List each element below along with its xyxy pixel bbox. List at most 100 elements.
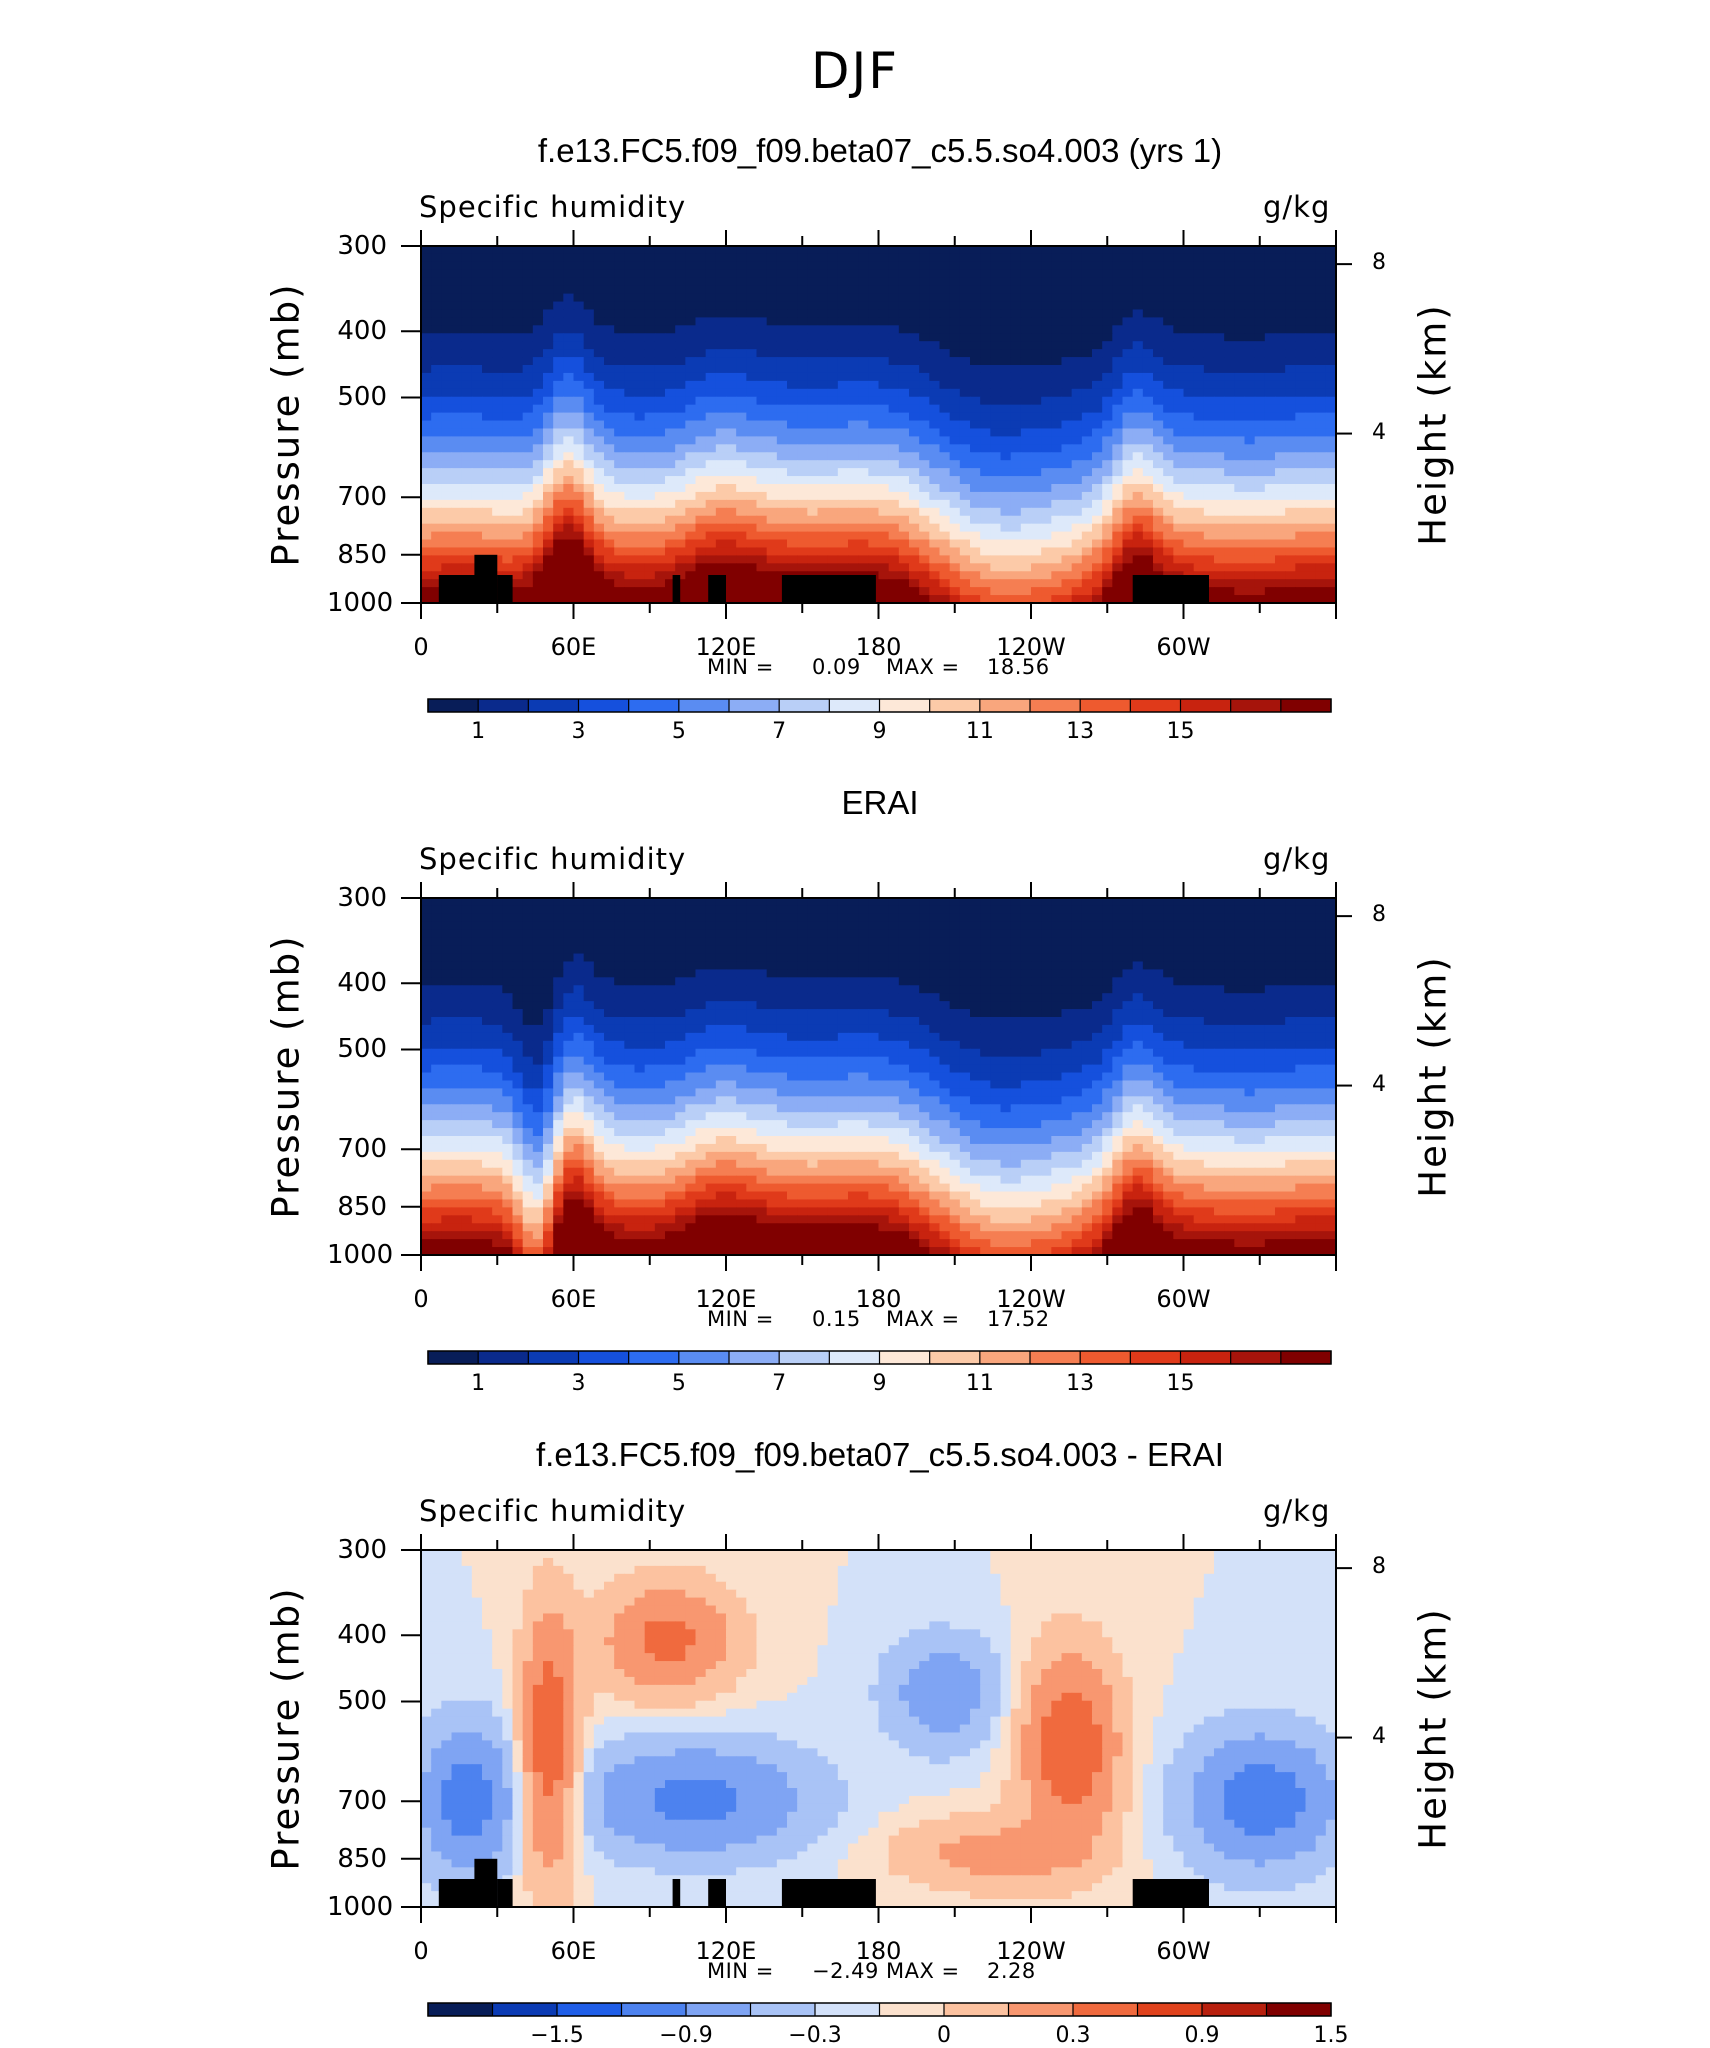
field-cell xyxy=(624,961,635,970)
field-cell xyxy=(919,571,930,580)
field-cell xyxy=(431,309,442,318)
field-cell xyxy=(960,540,971,549)
field-cell xyxy=(929,938,940,947)
field-cell xyxy=(1234,365,1245,374)
field-cell xyxy=(635,444,646,453)
field-cell xyxy=(655,262,666,271)
field-cell xyxy=(1285,294,1296,303)
field-cell xyxy=(1102,405,1113,414)
field-cell xyxy=(523,294,534,303)
field-cell xyxy=(767,452,778,461)
field-cell xyxy=(1306,954,1317,963)
field-cell xyxy=(889,898,900,907)
field-cell xyxy=(645,922,656,931)
field-cell xyxy=(696,341,707,350)
field-cell xyxy=(1234,428,1245,437)
field-cell xyxy=(584,246,595,255)
field-cell xyxy=(624,460,635,469)
field-cell xyxy=(1041,428,1052,437)
field-cell xyxy=(685,341,696,350)
field-cell xyxy=(868,540,879,549)
field-cell xyxy=(543,969,554,978)
field-cell xyxy=(838,547,849,556)
field-cell xyxy=(990,428,1001,437)
field-cell xyxy=(482,413,493,422)
field-cell xyxy=(797,349,808,358)
field-cell xyxy=(563,389,574,398)
field-cell xyxy=(452,476,463,485)
field-cell xyxy=(543,421,554,430)
field-cell xyxy=(736,444,747,453)
field-cell xyxy=(787,547,798,556)
field-cell xyxy=(1234,492,1245,501)
field-cell xyxy=(899,373,910,382)
field-cell xyxy=(553,961,564,970)
field-cell xyxy=(1275,524,1286,533)
field-cell xyxy=(1123,508,1134,517)
field-cell xyxy=(868,397,879,406)
field-cell xyxy=(543,381,554,390)
field-cell xyxy=(940,405,951,414)
field-cell xyxy=(635,476,646,485)
field-cell xyxy=(462,946,473,955)
field-cell xyxy=(940,286,951,295)
field-cell xyxy=(858,563,869,572)
field-cell xyxy=(787,508,798,517)
field-cell xyxy=(970,524,981,533)
field-cell xyxy=(1214,571,1225,580)
field-cell xyxy=(502,294,513,303)
field-cell xyxy=(502,302,513,311)
field-cell xyxy=(1173,524,1184,533)
field-cell xyxy=(899,270,910,279)
field-cell xyxy=(980,294,991,303)
field-cell xyxy=(513,571,524,580)
field-cell xyxy=(472,946,483,955)
field-cell xyxy=(604,930,615,939)
field-cell xyxy=(777,349,788,358)
field-cell xyxy=(1051,254,1062,263)
field-cell xyxy=(1204,365,1215,374)
field-cell xyxy=(513,906,524,915)
topography-mask xyxy=(673,575,681,603)
field-cell xyxy=(919,524,930,533)
field-cell xyxy=(990,555,1001,564)
field-cell xyxy=(899,246,910,255)
field-cell xyxy=(919,468,930,477)
field-cell xyxy=(1001,500,1012,509)
field-cell xyxy=(1031,468,1042,477)
field-cell xyxy=(502,508,513,517)
field-cell xyxy=(970,405,981,414)
field-cell xyxy=(1306,898,1317,907)
field-cell xyxy=(858,914,869,923)
field-cell xyxy=(1082,405,1093,414)
field-cell xyxy=(1326,444,1337,453)
field-cell xyxy=(706,547,717,556)
field-cell xyxy=(1102,278,1113,287)
field-cell xyxy=(1204,524,1215,533)
field-cell xyxy=(1072,444,1083,453)
field-cell xyxy=(1255,938,1266,947)
field-cell xyxy=(655,508,666,517)
field-cell xyxy=(736,516,747,525)
field-cell xyxy=(960,571,971,580)
field-cell xyxy=(1153,286,1164,295)
field-cell xyxy=(1031,286,1042,295)
field-cell xyxy=(1184,397,1195,406)
field-cell xyxy=(960,333,971,342)
field-cell xyxy=(1112,532,1123,541)
field-cell xyxy=(960,930,971,939)
field-cell xyxy=(431,405,442,414)
field-cell xyxy=(1326,341,1337,350)
field-cell xyxy=(1173,325,1184,334)
field-cell xyxy=(1062,954,1073,963)
field-cell xyxy=(655,922,666,931)
field-cell xyxy=(441,516,452,525)
field-cell xyxy=(929,428,940,437)
field-cell xyxy=(726,898,737,907)
field-cell xyxy=(807,246,818,255)
field-cell xyxy=(767,524,778,533)
field-cell xyxy=(563,938,574,947)
field-cell xyxy=(1021,444,1032,453)
field-cell xyxy=(777,540,788,549)
field-cell xyxy=(1082,309,1093,318)
